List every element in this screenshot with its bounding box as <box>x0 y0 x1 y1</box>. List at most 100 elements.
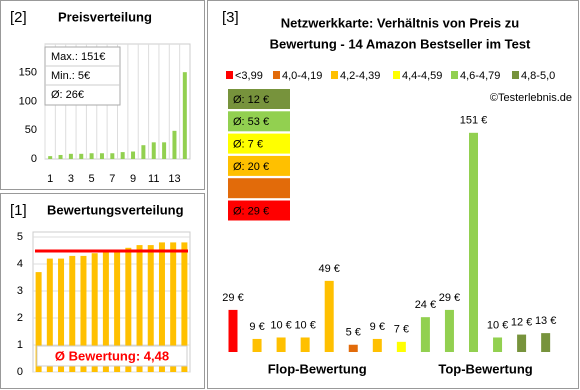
bar <box>102 250 109 372</box>
average-label: Ø: 7 € <box>233 139 263 151</box>
bar <box>110 153 115 159</box>
bar <box>324 280 334 352</box>
panel-number: [1] <box>10 202 27 219</box>
legend-label: 4,6-4,79 <box>460 70 500 82</box>
bar <box>182 72 187 159</box>
legend-swatch <box>331 71 338 79</box>
y-tick-label: 50 <box>25 124 37 136</box>
value-label: 29 € <box>222 292 243 304</box>
bar <box>300 337 310 352</box>
bar <box>276 337 286 352</box>
average-box <box>228 133 290 154</box>
bar <box>170 242 177 372</box>
bar <box>89 153 94 159</box>
bar <box>252 338 262 352</box>
stats-text: Ø: 26€ <box>51 89 84 101</box>
y-tick-label: 3 <box>17 285 23 297</box>
chart-title: Bewertungsverteilung <box>47 202 184 217</box>
bar <box>114 250 121 372</box>
average-label: Ø: 12 € <box>233 94 269 106</box>
bar <box>141 145 146 159</box>
bar <box>162 142 167 159</box>
x-tick-label: 13 <box>168 173 180 185</box>
value-label: 7 € <box>394 324 409 336</box>
bar <box>125 247 132 372</box>
bar <box>348 344 358 352</box>
bar <box>120 152 125 159</box>
bar <box>181 242 188 372</box>
bar <box>79 153 84 159</box>
average-box <box>228 178 290 199</box>
stats-text: Min.: 5€ <box>51 70 90 82</box>
bar <box>517 334 527 352</box>
legend-label: 4,0-4,19 <box>282 70 322 82</box>
y-tick-label: 100 <box>19 95 37 107</box>
legend-swatch <box>393 71 400 79</box>
legend-label: 4,2-4,39 <box>340 70 380 82</box>
average-box <box>228 200 290 221</box>
mean-label: Ø Bewertung: 4,48 <box>55 348 169 363</box>
value-label: 10 € <box>294 319 315 331</box>
bar <box>372 338 382 352</box>
average-box <box>228 111 290 132</box>
bar <box>80 255 87 372</box>
chart-title: Bewertung - 14 Amazon Bestseller im Test <box>270 36 531 51</box>
x-tick-label: 9 <box>130 173 136 185</box>
y-tick-label: 5 <box>17 231 23 243</box>
legend-swatch <box>226 71 233 79</box>
bar <box>541 333 551 352</box>
x-tick-label: 7 <box>109 173 115 185</box>
legend-label: <3,99 <box>235 70 263 82</box>
legend-swatch <box>512 71 519 79</box>
bar <box>228 309 238 352</box>
bar <box>99 153 104 159</box>
bar <box>131 151 136 159</box>
legend-swatch <box>451 71 458 79</box>
x-tick-label: 11 <box>148 173 159 185</box>
x-tick-label: 1 <box>47 173 53 185</box>
chart-title: Netzwerkkarte: Verhältnis von Preis zu <box>281 15 519 30</box>
mean-box <box>36 345 188 367</box>
bar <box>396 341 406 352</box>
bar <box>58 258 65 372</box>
bar <box>469 132 478 352</box>
bar <box>58 154 63 159</box>
value-label: 49 € <box>318 263 339 275</box>
group-label: Flop-Bewertung <box>268 361 367 376</box>
bar <box>91 253 98 372</box>
legend-label: 4,8-5,0 <box>521 70 555 82</box>
bar <box>493 337 503 352</box>
y-tick-label: 2 <box>17 312 23 324</box>
bar <box>35 272 42 372</box>
bar <box>172 130 177 159</box>
bar <box>147 245 154 372</box>
value-label: 151 € <box>460 115 488 127</box>
average-label: Ø: 53 € <box>233 116 269 128</box>
bar <box>136 245 143 372</box>
stats-text: Max.: 151€ <box>51 51 105 63</box>
bar <box>69 255 76 372</box>
y-tick-label: 1 <box>17 339 23 351</box>
x-tick-label: 3 <box>68 173 74 185</box>
legend-label: 4,4-4,59 <box>402 70 442 82</box>
average-box <box>228 155 290 176</box>
bar <box>48 156 53 159</box>
value-label: 10 € <box>270 319 291 331</box>
y-tick-label: 0 <box>31 153 37 165</box>
panel-number: [3] <box>222 9 239 26</box>
panel-number: [2] <box>10 9 27 26</box>
y-tick-label: 150 <box>19 67 37 79</box>
value-label: 12 € <box>511 316 532 328</box>
x-tick-label: 5 <box>89 173 95 185</box>
stats-box <box>44 46 121 106</box>
legend-swatch <box>273 71 280 79</box>
group-label: Top-Bewertung <box>438 361 532 376</box>
bar <box>158 242 165 372</box>
chart-title: Preisverteilung <box>58 9 152 24</box>
average-label: Ø: 20 € <box>233 161 269 173</box>
value-label: 9 € <box>370 321 385 333</box>
bar <box>151 142 156 159</box>
value-label: 9 € <box>249 321 264 333</box>
y-tick-label: 0 <box>17 366 23 378</box>
